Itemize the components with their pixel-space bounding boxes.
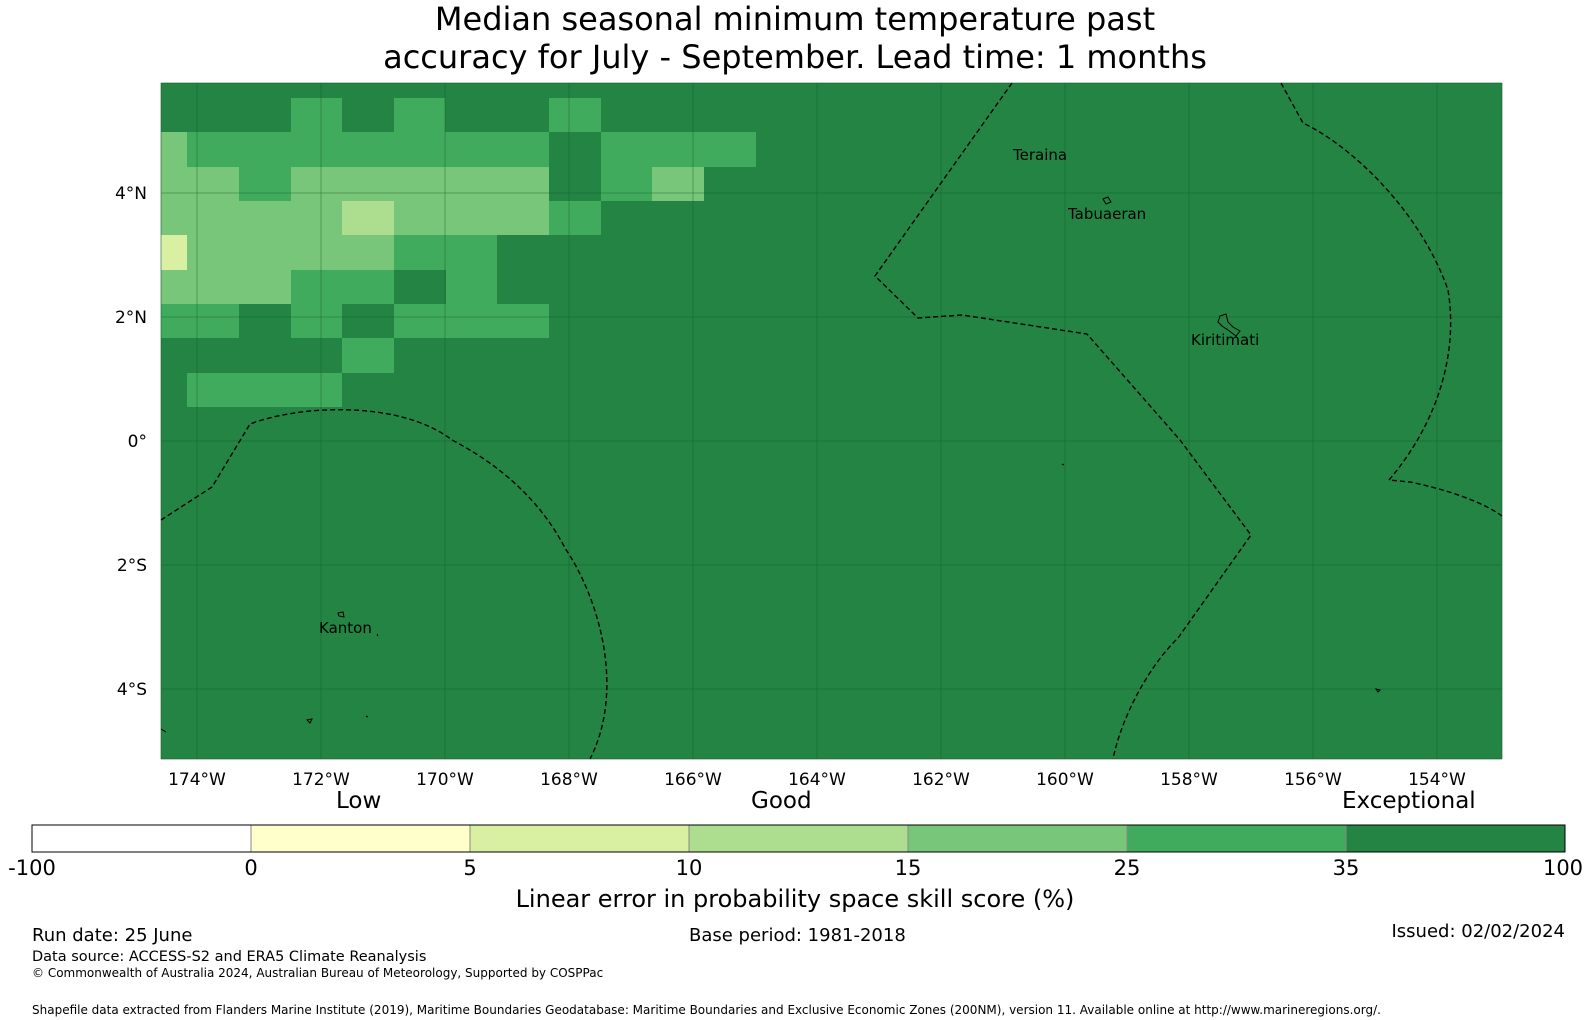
colorbar-segment	[1127, 825, 1346, 852]
islands	[160, 196, 1381, 733]
colorbar-tick: 100	[1542, 856, 1584, 880]
colorbar-segment	[470, 825, 689, 852]
colorbar-segment	[251, 825, 470, 852]
islet	[365, 715, 369, 718]
lon-label: 156°W	[1284, 770, 1342, 790]
colorbar-segment	[908, 825, 1127, 852]
colorbar-label: Linear error in probability space skill …	[515, 885, 1075, 913]
grid-cell	[652, 167, 704, 201]
grid-cell	[291, 270, 394, 304]
colorbar-tick: 0	[244, 856, 258, 880]
colorbar-tick: 10	[675, 856, 703, 880]
grid-cell	[342, 201, 394, 235]
colorbar-segment	[32, 825, 251, 852]
grid-cell	[446, 270, 497, 304]
grid-cell	[239, 167, 291, 201]
grid-cell	[161, 304, 239, 338]
eez-boundary-phoenix	[160, 408, 608, 760]
tabuaeran-island	[1102, 196, 1112, 205]
run-date: Run date: 25 June	[32, 925, 193, 946]
grid-cell	[394, 235, 497, 270]
grid-cell	[291, 98, 342, 132]
shapefile-credit: Shapefile data extracted from Flanders M…	[32, 1003, 1381, 1017]
grid-cell	[342, 338, 394, 373]
lat-label: 0°	[128, 432, 147, 452]
eez-boundaries	[160, 82, 1503, 760]
islet	[305, 718, 313, 724]
colorbar-segment	[1346, 825, 1565, 852]
lon-label: 168°W	[540, 770, 598, 790]
grid-cell	[549, 201, 601, 235]
islet	[160, 728, 167, 733]
place-label-kanton: Kanton	[319, 619, 372, 637]
place-label-teraina: Teraina	[1012, 146, 1067, 164]
place-label-kiritimati: Kiritimati	[1191, 331, 1259, 349]
grid-cell	[394, 304, 549, 338]
base-period: Base period: 1981-2018	[689, 925, 906, 946]
islet	[376, 633, 379, 637]
colorbar-tick: 25	[1113, 856, 1141, 880]
lon-label: 154°W	[1408, 770, 1466, 790]
eez-boundary-east	[1280, 82, 1503, 517]
title-line-1: Median seasonal minimum temperature past	[434, 0, 1156, 38]
colorbar-tick: 35	[1332, 856, 1360, 880]
copyright: © Commonwealth of Australia 2024, Austra…	[32, 966, 604, 980]
grid-cell	[549, 98, 601, 132]
grid-cell	[291, 304, 342, 338]
lon-label: 170°W	[416, 770, 474, 790]
lon-label: 162°W	[912, 770, 970, 790]
kiritimati-island	[1217, 313, 1241, 337]
kanton-island	[337, 611, 345, 618]
grid-cell	[161, 235, 187, 270]
lat-label: 2°S	[117, 556, 147, 576]
lat-label: 2°N	[115, 308, 147, 328]
grid-cell	[161, 132, 187, 167]
lon-label: 158°W	[1160, 770, 1218, 790]
grid-cell	[601, 167, 652, 201]
grid-cell	[161, 167, 239, 201]
lon-label: 160°W	[1036, 770, 1094, 790]
grid-cell	[394, 201, 549, 235]
lat-label: 4°N	[115, 184, 147, 204]
colorbar-segment	[689, 825, 908, 852]
lon-label: 166°W	[664, 770, 722, 790]
category-exceptional: Exceptional	[1342, 788, 1476, 814]
grid-cell	[161, 201, 342, 235]
grid-cell	[187, 132, 549, 167]
grid-cell	[601, 132, 756, 167]
category-low: Low	[336, 788, 382, 814]
skill-grid	[161, 98, 756, 407]
lat-label: 4°S	[117, 680, 147, 700]
category-good: Good	[751, 788, 812, 814]
map-title: Median seasonal minimum temperature past…	[0, 0, 1590, 76]
gridlines	[161, 83, 1502, 759]
map-frame	[160, 82, 1503, 760]
colorbar-tick: 15	[894, 856, 922, 880]
grid-cell	[187, 235, 394, 270]
grid-cell	[161, 270, 291, 304]
data-source: Data source: ACCESS-S2 and ERA5 Climate …	[32, 949, 427, 965]
colorbar-tick: -100	[8, 856, 56, 880]
grid-cell	[187, 373, 342, 407]
issued-date: Issued: 02/02/2024	[1391, 921, 1565, 942]
lon-label: 174°W	[168, 770, 226, 790]
eez-boundary-line-islands	[874, 82, 1252, 760]
place-label-tabuaeran: Tabuaeran	[1067, 205, 1146, 223]
islet	[1061, 463, 1065, 466]
colorbar-tick: 5	[463, 856, 477, 880]
lon-label: 164°W	[788, 770, 846, 790]
grid-cell	[291, 167, 549, 201]
islet	[1374, 688, 1381, 693]
lon-label: 172°W	[292, 770, 350, 790]
colorbar-frame	[31, 824, 1566, 853]
grid-cell	[394, 98, 445, 132]
colorbar	[31, 824, 1566, 853]
title-line-2: accuracy for July - September. Lead time…	[383, 38, 1207, 76]
